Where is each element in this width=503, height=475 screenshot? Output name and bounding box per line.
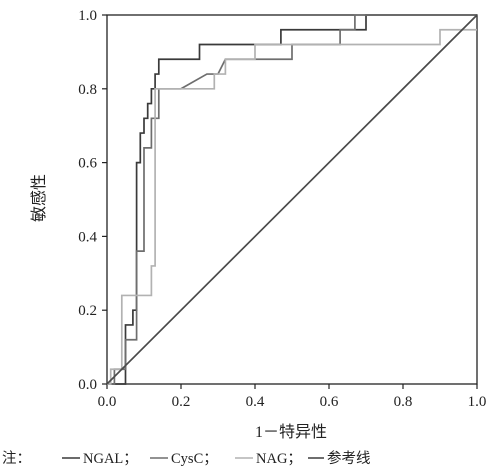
x-tick-label: 0.0 <box>98 394 117 410</box>
y-tick-label: 0.6 <box>78 156 97 172</box>
series-line-ngal <box>107 14 477 385</box>
y-axis-title: 敏感性 <box>30 174 48 222</box>
y-tick-label: 0.0 <box>78 377 97 393</box>
series-line-nag <box>107 28 477 385</box>
legend-entry-nag: NAG； <box>256 451 302 467</box>
legend-entry-reference: 参考线 <box>327 450 371 467</box>
y-tick-label: 0.4 <box>78 229 97 245</box>
x-tick-label: 1.0 <box>468 394 487 410</box>
y-tick-label: 1.0 <box>78 8 97 24</box>
axes: 0.0 0.2 0.4 0.6 0.8 1.0 0.0 0.2 0.4 0.6 0.8 1.0 <box>78 8 486 410</box>
legend-entry-ngal: NGAL； <box>83 451 138 467</box>
x-tick-label: 0.8 <box>394 394 413 410</box>
plot-frame <box>106 14 478 385</box>
x-axis-title: 1－特异性 <box>255 423 327 441</box>
y-tick-label: 0.2 <box>78 303 97 319</box>
x-tick-label: 0.2 <box>172 394 191 410</box>
x-tick-label: 0.6 <box>320 394 339 410</box>
x-tick-label: 0.4 <box>246 394 265 410</box>
legend-prefix: 注： <box>2 450 31 467</box>
series-lines <box>106 14 478 385</box>
series-line-reference <box>106 14 478 385</box>
legend: 注： NGAL； CysC； NAG； 参考线 <box>2 450 371 467</box>
y-tick-label: 0.8 <box>78 82 97 98</box>
legend-entry-cysc: CysC； <box>171 451 218 467</box>
